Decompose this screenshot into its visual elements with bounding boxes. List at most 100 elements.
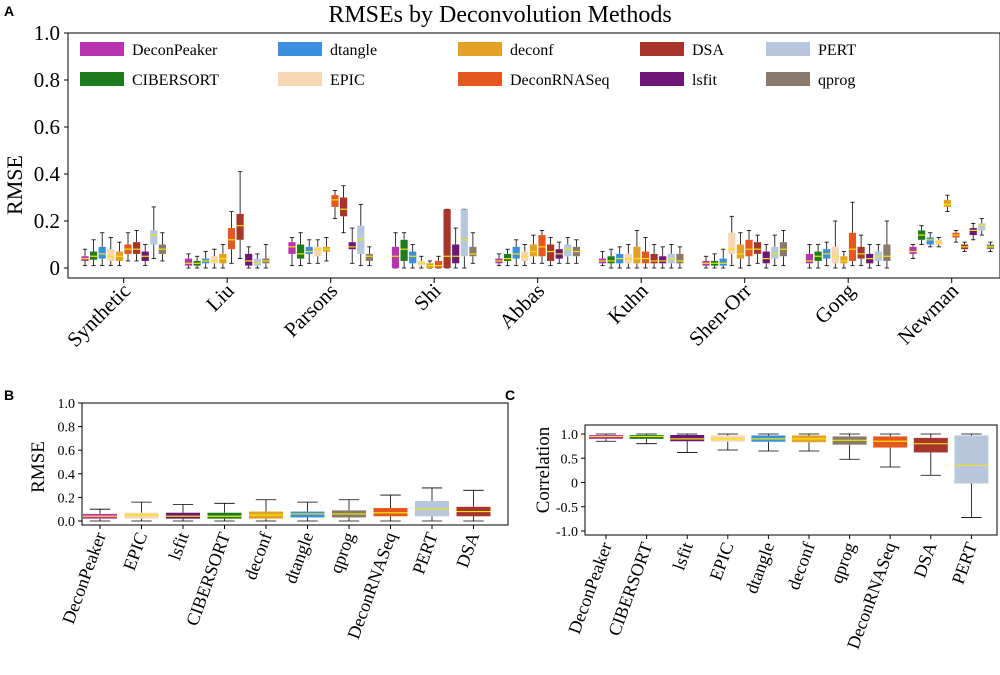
panel-a-title: RMSEs by Deconvolution Methods [328,2,671,28]
box-epic [124,501,159,522]
box-body [909,246,917,254]
box-qprog [365,246,373,267]
box-deconf [633,229,641,269]
box-epic [107,237,115,267]
legend-item-epic: EPIC [278,72,365,89]
box-body [529,244,537,257]
legend-item-pert: PERT [766,42,856,59]
x-tick-label: EPIC [705,540,737,584]
legend-item-dsa: DSA [640,42,724,59]
y-tick-label: 0.4 [34,162,61,186]
box-dtangle [202,251,210,269]
box-body [452,244,460,264]
box-dtangle [512,239,520,267]
legend-swatch [766,72,810,86]
x-tick-label: dtangle [280,530,317,587]
box-body [954,435,989,484]
box-body [831,246,839,264]
box-cibersort [711,253,719,269]
x-tick-label: DSA [452,530,483,571]
box-qprog [158,232,166,262]
box-dsa [443,208,451,269]
box-qprog [469,232,477,264]
box-dsa [340,185,348,234]
box-deconpeaker [589,433,623,442]
x-tick-label: deconf [783,540,819,593]
box-lsfit [555,241,563,264]
y-tick-label: 0.2 [34,209,60,233]
x-tick-label: lsfit [164,530,192,563]
box-dtangle [409,244,417,269]
legend-label: qprog [818,72,855,89]
box-dtangle [926,232,934,248]
box-body [913,437,948,453]
box-body [400,239,408,261]
y-tick-label: -1.0 [556,525,578,540]
legend-item-deconpeaker: DeconPeaker [80,42,218,59]
box-body [754,242,762,254]
box-group-synthetic [81,206,166,267]
box-lsfit [245,246,253,269]
box-body [348,242,356,250]
legend-label: deconf [510,42,554,59]
panel-a-chart: RMSEs by Deconvolution Methods RMSE 0 0.2… [2,2,1000,352]
box-deconrnaseq [952,229,960,243]
box-dsa [547,237,555,267]
legend-swatch [278,42,322,56]
box-body [504,253,512,261]
legend-swatch [80,42,124,56]
y-tick-label: 0.8 [58,421,76,436]
box-body [305,246,313,254]
box-body [633,246,641,264]
box-dsa [456,489,491,522]
box-deconf [322,237,330,262]
box-dtangle [305,239,313,264]
box-body [469,246,477,257]
box-body [150,230,158,245]
panel-b-letter: B [4,387,14,403]
box-body [210,256,218,264]
box-deconpeaker [598,251,607,267]
box-deconpeaker [391,232,400,269]
x-tick-label: Abbas [494,279,549,334]
box-epic [210,248,218,269]
box-body [564,244,572,257]
box-body [107,249,115,261]
box-body [670,434,705,442]
box-deconpeaker [81,248,89,267]
box-lsfit [348,227,356,264]
box-body [848,232,857,261]
panel-b-y-axis-label: RMSE [28,441,49,493]
legend-swatch [278,72,322,86]
box-body [391,246,400,268]
panel-a-letter: A [4,3,14,19]
box-deconrnaseq [873,433,908,468]
box-lsfit [670,433,705,453]
box-pert [460,208,468,269]
box-pert [978,218,986,236]
box-dtangle [290,501,325,522]
box-body [641,251,650,264]
x-tick-label: Gong [810,278,860,328]
x-tick-label: Parsons [279,279,342,342]
box-body [873,436,908,448]
panel-c-plot-frame [584,424,998,536]
box-epic [935,237,943,248]
box-epic [728,215,736,267]
legend-item-lsfit: lsfit [640,72,717,89]
box-body [443,209,451,268]
box-deconpeaker [288,237,296,267]
box-body [969,228,977,236]
box-lsfit [866,244,874,269]
y-tick-label: 0.0 [58,515,76,530]
box-body [314,246,322,257]
box-pert [771,234,779,267]
box-qprog [883,220,891,269]
legend-label: DeconRNASeq [510,72,610,89]
box-cibersort [504,248,512,267]
y-tick-label: 1.0 [58,397,76,412]
box-deconpeaker [805,244,814,269]
box-pert [874,244,882,267]
legend-item-cibersort: CIBERSORT [80,72,219,89]
